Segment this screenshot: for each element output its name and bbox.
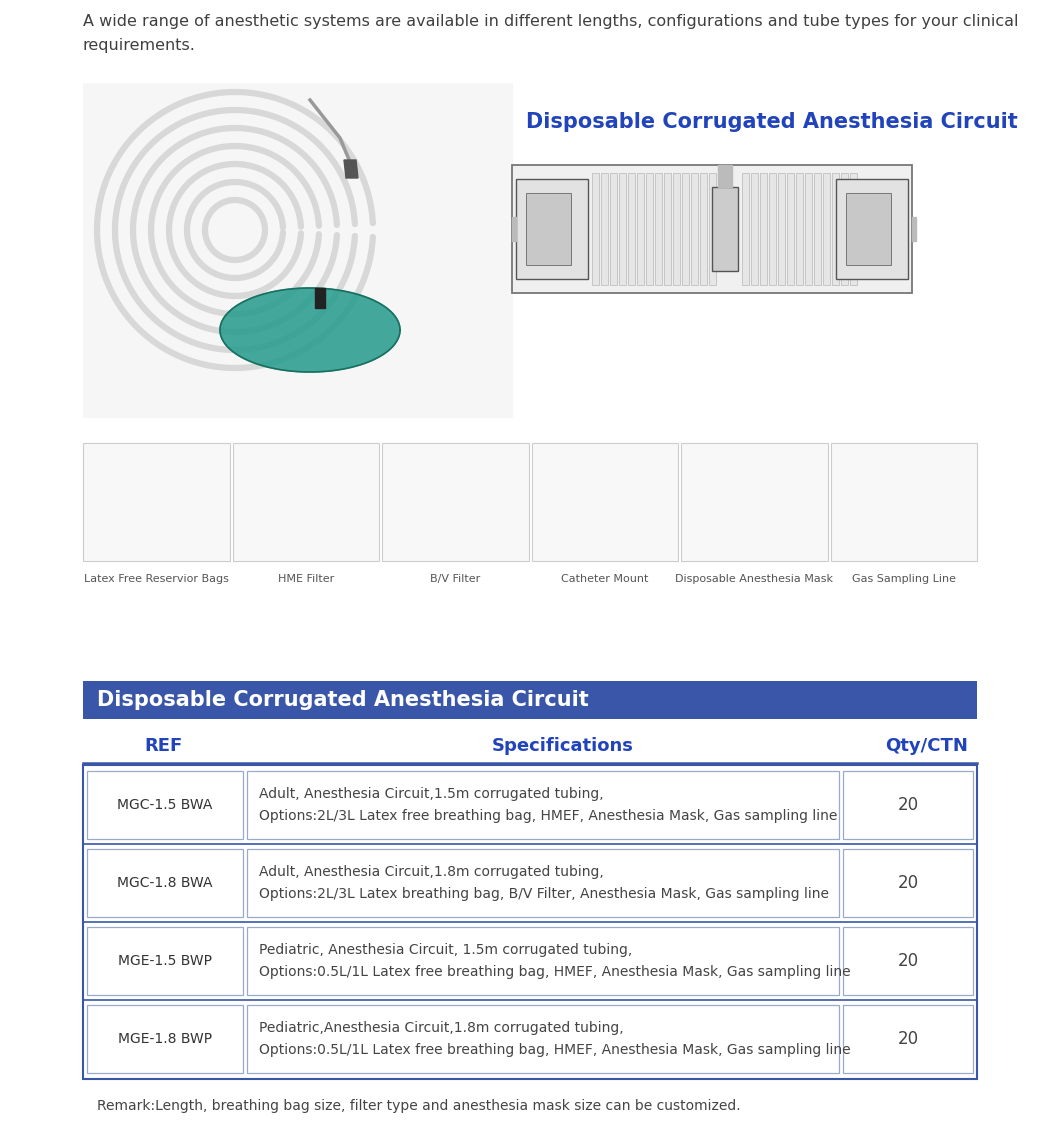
Bar xyxy=(382,443,529,561)
Bar xyxy=(830,443,977,561)
Bar xyxy=(664,174,671,285)
Bar xyxy=(691,174,697,285)
Text: Specifications: Specifications xyxy=(492,737,634,755)
Bar xyxy=(673,174,681,285)
Bar xyxy=(843,849,973,917)
Text: 20: 20 xyxy=(898,1030,919,1048)
Bar xyxy=(655,174,662,285)
Bar xyxy=(83,443,230,561)
Bar xyxy=(232,443,379,561)
Text: 20: 20 xyxy=(898,874,919,892)
Text: Options:2L/3L Latex breathing bag, B/V Filter, Anesthesia Mask, Gas sampling lin: Options:2L/3L Latex breathing bag, B/V F… xyxy=(259,887,829,902)
Text: Options:0.5L/1L Latex free breathing bag, HMEF, Anesthesia Mask, Gas sampling li: Options:0.5L/1L Latex free breathing bag… xyxy=(259,965,850,979)
Bar xyxy=(700,174,707,285)
Text: Latex Free Reservior Bags: Latex Free Reservior Bags xyxy=(84,574,229,584)
Polygon shape xyxy=(718,166,732,187)
Bar xyxy=(841,174,848,285)
Bar xyxy=(681,443,828,561)
Bar xyxy=(247,1005,840,1073)
Text: Disposable Corrugated Anesthesia Circuit: Disposable Corrugated Anesthesia Circuit xyxy=(526,112,1018,132)
Bar xyxy=(805,174,812,285)
Bar xyxy=(760,174,767,285)
Bar xyxy=(87,926,243,995)
Bar xyxy=(712,187,738,271)
Text: Catheter Mount: Catheter Mount xyxy=(561,574,649,584)
Bar xyxy=(843,926,973,995)
Bar xyxy=(619,174,626,285)
Bar xyxy=(768,174,776,285)
Text: HME Filter: HME Filter xyxy=(278,574,334,584)
Bar xyxy=(823,174,830,285)
Bar xyxy=(83,765,977,1078)
Text: A wide range of anesthetic systems are available in different lengths, configura: A wide range of anesthetic systems are a… xyxy=(83,14,1019,29)
Bar xyxy=(846,193,891,265)
Bar xyxy=(750,174,758,285)
Bar xyxy=(843,771,973,839)
Bar xyxy=(850,174,856,285)
Bar xyxy=(742,174,749,285)
Bar xyxy=(646,174,653,285)
Text: Pediatric, Anesthesia Circuit, 1.5m corrugated tubing,: Pediatric, Anesthesia Circuit, 1.5m corr… xyxy=(259,943,632,957)
Bar xyxy=(628,174,635,285)
Polygon shape xyxy=(220,288,400,372)
Bar xyxy=(778,174,785,285)
Bar xyxy=(601,174,608,285)
Text: MGC-1.5 BWA: MGC-1.5 BWA xyxy=(118,798,213,812)
Text: Options:0.5L/1L Latex free breathing bag, HMEF, Anesthesia Mask, Gas sampling li: Options:0.5L/1L Latex free breathing bag… xyxy=(259,1043,850,1057)
Bar xyxy=(832,174,840,285)
Text: MGC-1.8 BWA: MGC-1.8 BWA xyxy=(118,875,213,890)
Bar xyxy=(836,179,908,279)
Bar xyxy=(787,174,794,285)
Text: Options:2L/3L Latex free breathing bag, HMEF, Anesthesia Mask, Gas sampling line: Options:2L/3L Latex free breathing bag, … xyxy=(259,809,837,823)
Bar xyxy=(531,443,678,561)
Bar xyxy=(814,174,822,285)
Bar xyxy=(247,849,840,917)
Text: Disposable Anesthesia Mask: Disposable Anesthesia Mask xyxy=(675,574,833,584)
Text: requirements.: requirements. xyxy=(83,39,196,53)
Bar xyxy=(610,174,617,285)
Text: MGE-1.5 BWP: MGE-1.5 BWP xyxy=(118,954,212,968)
Bar xyxy=(83,83,513,418)
Text: Qty/CTN: Qty/CTN xyxy=(885,737,969,755)
Bar xyxy=(512,166,912,293)
Text: Disposable Corrugated Anesthesia Circuit: Disposable Corrugated Anesthesia Circuit xyxy=(98,689,588,710)
Polygon shape xyxy=(512,217,516,242)
Bar xyxy=(516,179,588,279)
Text: B/V Filter: B/V Filter xyxy=(430,574,480,584)
Text: MGE-1.8 BWP: MGE-1.8 BWP xyxy=(118,1032,212,1046)
Polygon shape xyxy=(344,160,358,178)
Bar xyxy=(637,174,644,285)
Bar xyxy=(87,849,243,917)
Bar xyxy=(591,174,599,285)
Text: 20: 20 xyxy=(898,796,919,814)
Text: Adult, Anesthesia Circuit,1.8m corrugated tubing,: Adult, Anesthesia Circuit,1.8m corrugate… xyxy=(259,865,604,879)
Text: Gas Sampling Line: Gas Sampling Line xyxy=(852,574,956,584)
Polygon shape xyxy=(912,217,916,242)
Text: 20: 20 xyxy=(898,953,919,970)
Bar xyxy=(83,682,977,719)
Bar xyxy=(709,174,716,285)
Text: Remark:Length, breathing bag size, filter type and anesthesia mask size can be c: Remark:Length, breathing bag size, filte… xyxy=(98,1099,741,1112)
Text: REF: REF xyxy=(144,737,182,755)
Bar xyxy=(247,771,840,839)
Bar xyxy=(796,174,803,285)
Bar xyxy=(87,771,243,839)
Bar xyxy=(526,193,571,265)
Bar xyxy=(843,1005,973,1073)
Text: Pediatric,Anesthesia Circuit,1.8m corrugated tubing,: Pediatric,Anesthesia Circuit,1.8m corrug… xyxy=(259,1021,623,1035)
Text: Adult, Anesthesia Circuit,1.5m corrugated tubing,: Adult, Anesthesia Circuit,1.5m corrugate… xyxy=(259,787,603,801)
Bar xyxy=(682,174,689,285)
Bar xyxy=(87,1005,243,1073)
Bar xyxy=(247,926,840,995)
Polygon shape xyxy=(315,288,325,308)
